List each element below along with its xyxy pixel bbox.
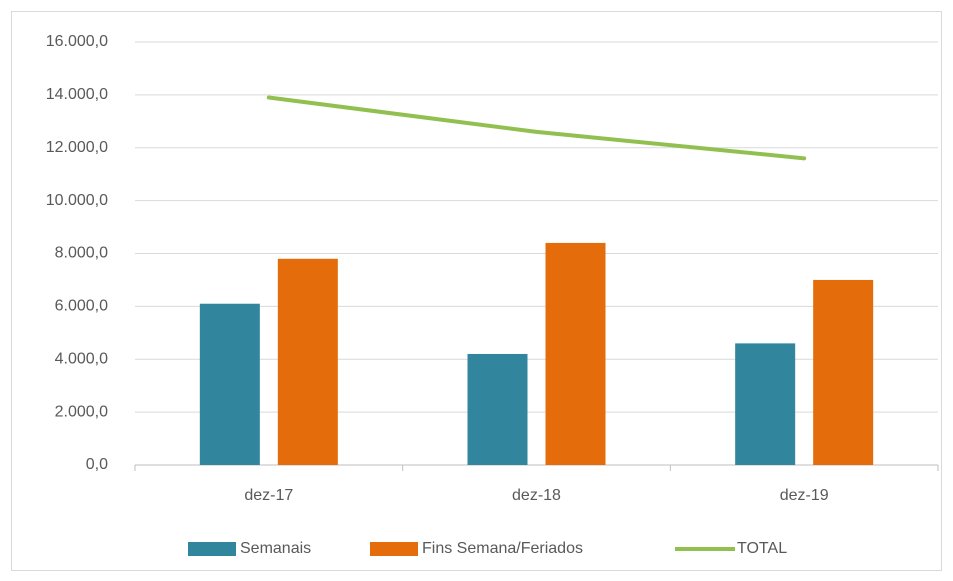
y-tick-label: 12.000,0	[46, 139, 108, 156]
bar	[735, 343, 796, 465]
bar	[467, 353, 528, 465]
legend-label: Fins Semana/Feriados	[422, 540, 583, 557]
bar	[545, 242, 606, 465]
legend-swatch	[188, 542, 236, 556]
y-tick-label: 6.000,0	[55, 298, 108, 315]
y-tick-label: 10.000,0	[46, 192, 108, 209]
bar	[277, 258, 338, 465]
x-tick-label: dez-17	[244, 487, 293, 504]
bar	[813, 279, 874, 465]
legend-label: TOTAL	[737, 540, 787, 557]
x-tick-label: dez-18	[512, 487, 561, 504]
chart-frame	[11, 11, 942, 571]
bar	[199, 303, 260, 465]
x-tick-label: dez-19	[780, 487, 829, 504]
y-tick-label: 4.000,0	[55, 350, 108, 367]
legend-label: Semanais	[240, 540, 311, 557]
y-tick-label: 2.000,0	[55, 403, 108, 420]
legend-swatch	[370, 542, 418, 556]
y-tick-label: 16.000,0	[46, 33, 108, 50]
line	[266, 95, 807, 161]
y-tick-label: 0,0	[86, 456, 108, 473]
y-tick-label: 8.000,0	[55, 245, 108, 262]
y-tick-label: 14.000,0	[46, 86, 108, 103]
